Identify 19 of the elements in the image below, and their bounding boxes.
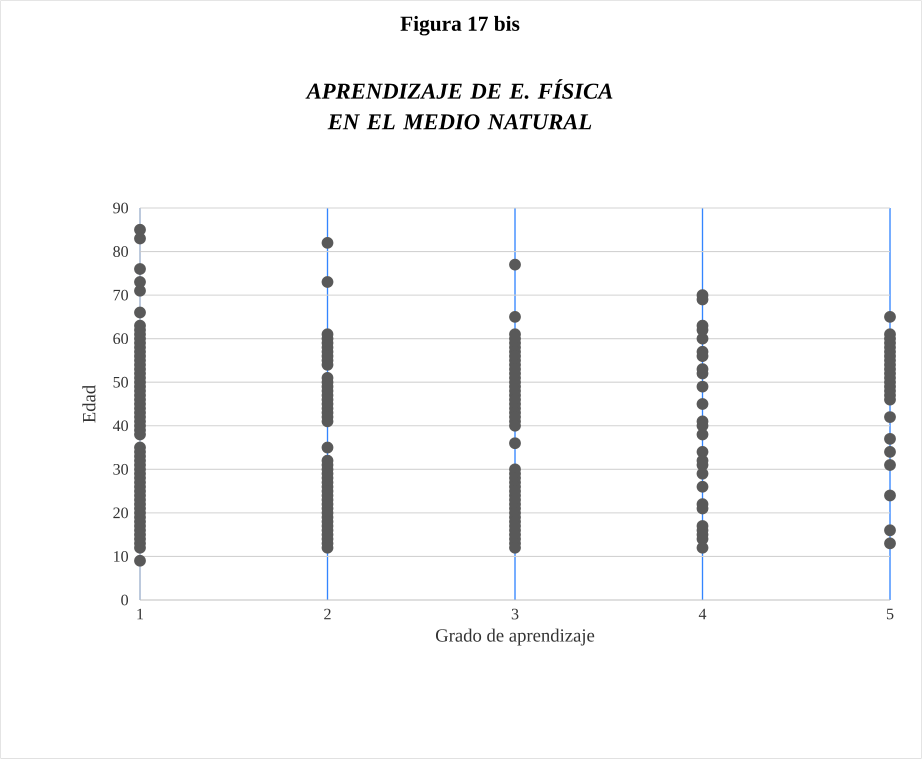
- x-tick-label: 5: [886, 608, 894, 620]
- x-axis-title: Grado de aprendizaje: [436, 628, 594, 646]
- y-tick-label: 40: [112, 420, 128, 432]
- y-tick-label: 50: [114, 376, 128, 388]
- y-tick-label: 30: [113, 464, 128, 475]
- chart-subtitle: APRENDIZAJE DE E. FÍSICA EN EL MEDIO NATURAL: [305, 79, 612, 130]
- x-tick-label: 3: [512, 608, 518, 620]
- y-tick-label: 20: [113, 507, 128, 518]
- y-axis-title: Edad: [82, 385, 96, 423]
- x-tick-label: 1: [137, 608, 144, 620]
- x-tick-label: 4: [698, 608, 706, 620]
- x-tick-label: 2: [324, 608, 331, 620]
- y-tick-label: 90: [113, 202, 128, 214]
- chart-title: Figura 17 bis: [400, 16, 520, 36]
- y-tick-label: 0: [121, 594, 128, 606]
- y-tick-label: 80: [113, 246, 128, 257]
- y-tick-label: 10: [114, 551, 128, 562]
- y-tick-label: 60: [113, 333, 128, 344]
- y-tick-label: 70: [114, 290, 128, 300]
